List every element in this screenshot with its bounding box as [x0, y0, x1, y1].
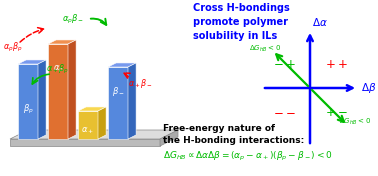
Text: $--$: $--$: [273, 105, 295, 118]
Polygon shape: [10, 130, 178, 139]
Polygon shape: [160, 130, 178, 146]
Text: $\Delta G_{HB}<0$: $\Delta G_{HB}<0$: [339, 117, 371, 127]
Polygon shape: [48, 44, 68, 139]
Polygon shape: [128, 63, 136, 139]
Text: $\Delta\beta$: $\Delta\beta$: [361, 81, 376, 95]
Text: Cross H-bondings
promote polymer
solubility in ILs: Cross H-bondings promote polymer solubil…: [193, 3, 290, 41]
Text: $\Delta\alpha$: $\Delta\alpha$: [312, 16, 328, 28]
Polygon shape: [78, 107, 106, 111]
Text: $\beta_p$: $\beta_p$: [23, 102, 33, 116]
Text: $-+$: $-+$: [273, 58, 295, 71]
Text: $\Delta G_{HB}<0$: $\Delta G_{HB}<0$: [249, 44, 281, 54]
Polygon shape: [18, 60, 46, 64]
Text: $++$: $++$: [325, 58, 347, 71]
Polygon shape: [98, 107, 106, 139]
Polygon shape: [68, 40, 76, 139]
Text: the H-bonding interactions:: the H-bonding interactions:: [163, 136, 304, 145]
Polygon shape: [108, 67, 128, 139]
Polygon shape: [78, 111, 98, 139]
Polygon shape: [10, 139, 160, 146]
Polygon shape: [48, 40, 76, 44]
Text: $\beta_-$: $\beta_-$: [112, 84, 124, 98]
Polygon shape: [38, 60, 46, 139]
Text: Free-energy nature of: Free-energy nature of: [163, 124, 275, 133]
Text: $\alpha_+\beta_p$: $\alpha_+\beta_p$: [46, 63, 69, 77]
Text: $\alpha_p$: $\alpha_p$: [53, 64, 64, 75]
Text: $\Delta G_{HB} \propto \Delta\alpha\Delta\beta = (\alpha_p - \alpha_+)(\beta_p -: $\Delta G_{HB} \propto \Delta\alpha\Delt…: [163, 150, 333, 163]
Text: $\alpha_+\beta_-$: $\alpha_+\beta_-$: [128, 77, 153, 90]
Polygon shape: [108, 63, 136, 67]
Polygon shape: [18, 64, 38, 139]
Text: $\alpha_+$: $\alpha_+$: [82, 126, 94, 136]
Text: $\alpha_p\beta_-$: $\alpha_p\beta_-$: [62, 12, 84, 26]
Text: $+-$: $+-$: [325, 105, 347, 118]
Text: $\alpha_p\beta_p$: $\alpha_p\beta_p$: [3, 41, 23, 55]
